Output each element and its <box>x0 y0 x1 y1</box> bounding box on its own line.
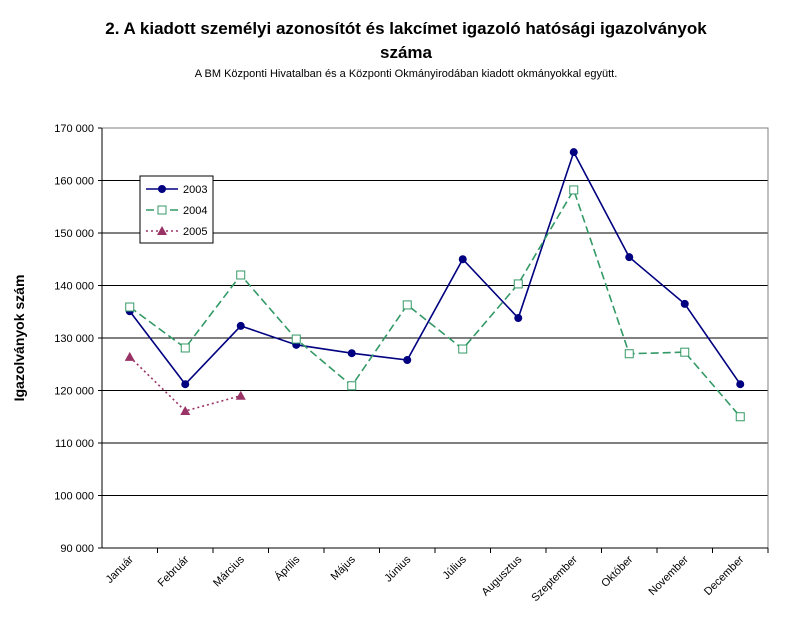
legend-marker <box>157 205 167 215</box>
point <box>235 390 246 400</box>
point <box>181 380 190 389</box>
point <box>291 334 301 344</box>
x-tick-label: Október <box>599 553 635 589</box>
point <box>403 356 412 365</box>
legend-label: 2003 <box>183 184 207 196</box>
point <box>347 381 357 391</box>
point <box>180 343 190 353</box>
series-line <box>129 356 241 412</box>
y-tick-label: 170 000 <box>54 123 94 135</box>
y-axis-label: Igazolványok szám <box>11 275 27 402</box>
y-tick-label: 150 000 <box>54 228 94 240</box>
point <box>402 300 412 310</box>
x-tick-label: Szeptember <box>529 553 580 604</box>
x-tick-label: Február <box>156 553 192 589</box>
x-tick-label: Május <box>329 553 359 583</box>
point <box>569 185 579 195</box>
y-tick-label: 90 000 <box>60 543 94 555</box>
legend-label: 2005 <box>183 226 207 238</box>
point <box>624 349 634 359</box>
point <box>125 302 135 312</box>
point <box>625 253 634 262</box>
point <box>458 344 468 354</box>
point <box>458 255 467 264</box>
series-line <box>129 150 741 386</box>
point <box>569 148 578 157</box>
point <box>735 412 745 422</box>
point <box>513 279 523 289</box>
point <box>347 349 356 358</box>
y-tick-label: 120 000 <box>54 386 94 398</box>
y-tick-label: 100 000 <box>54 491 94 503</box>
x-tick-label: Április <box>272 553 303 584</box>
y-tick-label: 110 000 <box>55 438 94 450</box>
x-tick-label: Június <box>382 553 413 584</box>
point <box>124 351 135 361</box>
x-tick-label: November <box>647 553 692 598</box>
point <box>180 405 191 415</box>
point <box>680 347 690 357</box>
legend-label: 2004 <box>183 205 207 217</box>
point <box>736 380 745 389</box>
chart-subtitle: A BM Központi Hivatalban és a Központi O… <box>195 68 618 80</box>
x-tick-label: Január <box>104 553 137 586</box>
legend-marker <box>158 185 166 193</box>
y-tick-label: 130 000 <box>54 333 94 345</box>
y-tick-label: 140 000 <box>54 281 94 293</box>
legend-marker <box>157 226 167 235</box>
chart-title: 2. A kiadott személyi azonosítót és lakc… <box>105 19 707 38</box>
y-tick-label: 160 000 <box>54 176 94 188</box>
x-tick-label: Július <box>440 553 469 582</box>
point <box>680 299 689 308</box>
x-tick-label: December <box>702 553 747 598</box>
x-tick-label: Augusztus <box>480 553 525 598</box>
x-tick-label: Március <box>211 553 247 589</box>
point <box>236 270 246 280</box>
series-line <box>129 188 741 418</box>
point <box>514 314 523 323</box>
chart-title: száma <box>380 43 433 62</box>
point <box>236 321 245 330</box>
